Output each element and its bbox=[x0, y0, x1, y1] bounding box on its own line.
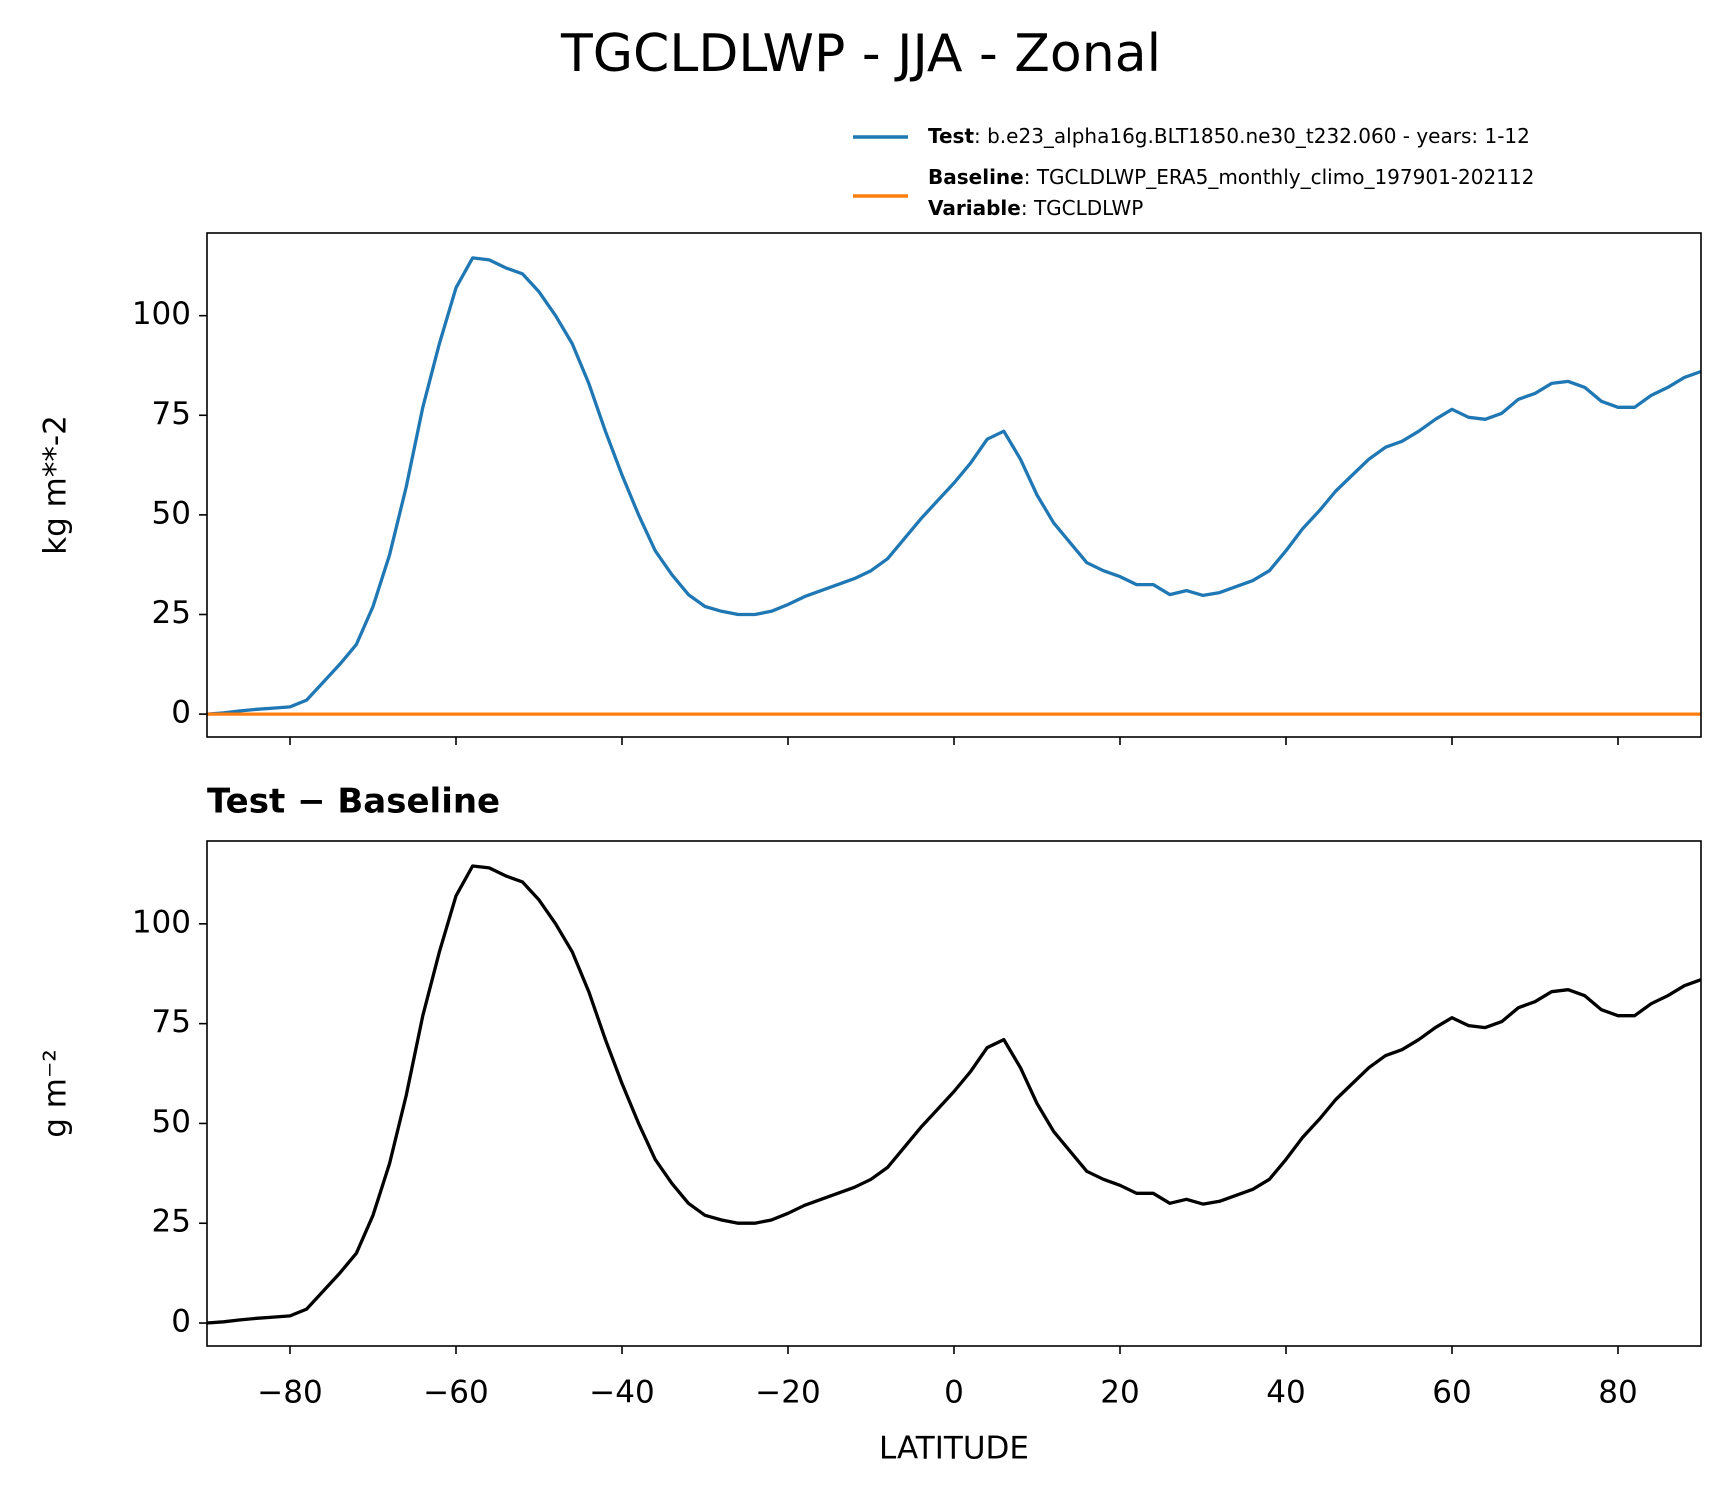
legend-name: Variable bbox=[928, 196, 1021, 220]
x-tick-label: −60 bbox=[423, 1375, 488, 1411]
y-tick-label: 75 bbox=[152, 396, 191, 432]
y-tick-label: 100 bbox=[132, 296, 191, 332]
legend-entry: Test: b.e23_alpha16g.BLT1850.ne30_t232.0… bbox=[928, 124, 1530, 148]
series-line bbox=[206, 256, 1702, 716]
x-tick-label: 60 bbox=[1432, 1375, 1471, 1411]
legend-description: : b.e23_alpha16g.BLT1850.ne30_t232.060 -… bbox=[974, 124, 1530, 148]
y-tick-label: 50 bbox=[152, 495, 191, 531]
x-tick-label: 40 bbox=[1266, 1375, 1305, 1411]
x-tick-label: −20 bbox=[755, 1375, 820, 1411]
legend-name: Baseline bbox=[928, 165, 1024, 189]
series-line bbox=[206, 864, 1702, 1325]
legend-name: Test bbox=[928, 124, 974, 148]
x-tick-label: 20 bbox=[1100, 1375, 1139, 1411]
x-tick-label: −80 bbox=[257, 1375, 322, 1411]
y-tick-label: 100 bbox=[132, 904, 191, 940]
y-axis-label: g m⁻² bbox=[38, 1049, 74, 1138]
legend-entry: Baseline: TGCLDLWP_ERA5_monthly_climo_19… bbox=[928, 165, 1534, 189]
y-axis-label: kg m**-2 bbox=[38, 415, 74, 555]
legend-note: Variable: TGCLDLWP bbox=[928, 196, 1143, 220]
y-tick-label: 25 bbox=[152, 595, 191, 631]
figure-title: TGCLDLWP - JJA - Zonal bbox=[560, 24, 1161, 84]
y-tick-label: 25 bbox=[152, 1204, 191, 1240]
x-axis-label: LATITUDE bbox=[879, 1431, 1029, 1467]
y-tick-label: 0 bbox=[171, 1304, 191, 1340]
x-tick-label: −40 bbox=[589, 1375, 654, 1411]
legend-description: : TGCLDLWP bbox=[1021, 196, 1143, 220]
x-tick-label: 0 bbox=[944, 1375, 964, 1411]
y-tick-label: 0 bbox=[171, 695, 191, 731]
y-tick-label: 75 bbox=[152, 1004, 191, 1040]
y-tick-label: 50 bbox=[152, 1104, 191, 1140]
legend-description: : TGCLDLWP_ERA5_monthly_climo_197901-202… bbox=[1024, 165, 1535, 189]
subplot-title: Test − Baseline bbox=[207, 782, 500, 822]
x-tick-label: 80 bbox=[1598, 1375, 1637, 1411]
axes-frame bbox=[206, 232, 1702, 738]
axes-frame bbox=[206, 840, 1702, 1347]
